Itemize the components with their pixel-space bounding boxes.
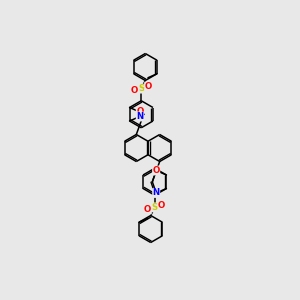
Text: O: O xyxy=(130,86,138,95)
Text: S: S xyxy=(152,203,158,212)
Text: O: O xyxy=(153,166,160,175)
Text: O: O xyxy=(158,201,165,210)
Text: O: O xyxy=(144,205,152,214)
Text: N: N xyxy=(136,112,143,121)
Text: O: O xyxy=(136,107,143,116)
Text: N: N xyxy=(153,188,160,197)
Text: O: O xyxy=(145,82,152,91)
Text: S: S xyxy=(138,84,144,93)
